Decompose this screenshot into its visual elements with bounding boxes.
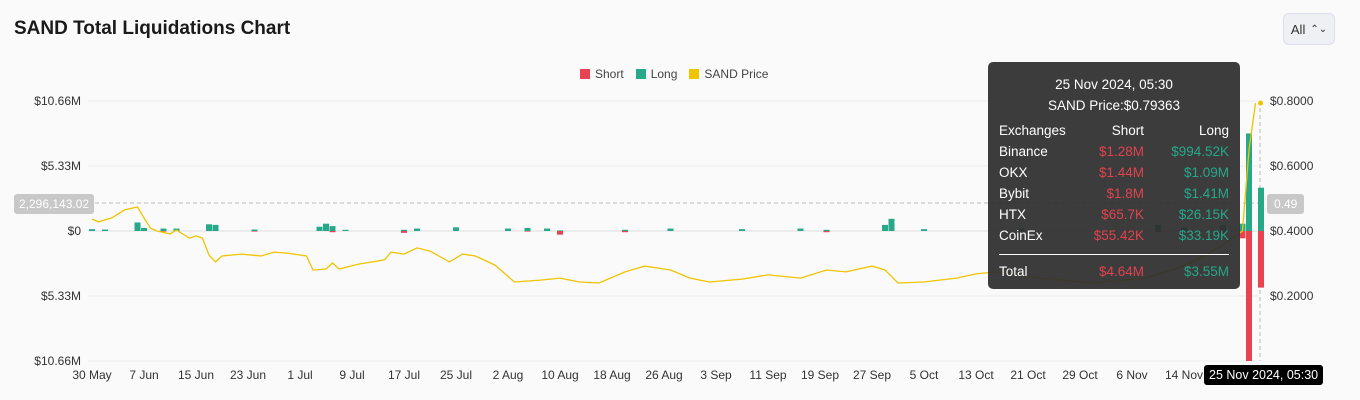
y-left-tick: $10.66M	[34, 94, 81, 108]
y-left-tick: $10.66M	[34, 354, 81, 368]
long-bar	[316, 226, 323, 231]
long-bar	[823, 229, 830, 231]
long-bar	[667, 228, 674, 231]
range-select[interactable]: All ⌃⌄	[1283, 13, 1335, 45]
divider	[999, 254, 1229, 255]
crosshair-date-label: 25 Nov 2024, 05:30	[1204, 365, 1324, 385]
short-bar	[823, 231, 830, 233]
x-tick: 11 Sep	[749, 368, 786, 382]
crosshair-right-label: 0.49	[1267, 194, 1305, 214]
page-title: SAND Total Liquidations Chart	[14, 18, 291, 39]
x-tick: 30 May	[72, 368, 111, 382]
x-tick: 14 Nov	[1165, 368, 1203, 382]
x-tick: 23 Jun	[230, 368, 266, 382]
short-bar	[524, 231, 531, 232]
long-bar	[102, 229, 108, 231]
tooltip-row: CoinEx $55.42K $33.19K	[999, 228, 1229, 243]
x-tick: 10 Aug	[541, 368, 578, 382]
x-tick: 26 Aug	[645, 368, 682, 382]
long-bar	[888, 218, 895, 231]
price-line	[91, 103, 1257, 284]
y-left-tick: $0	[68, 224, 82, 238]
long-bar	[212, 224, 219, 231]
crosshair-left-label: 2,296,143.02	[14, 194, 95, 214]
x-tick: 25 Jul	[440, 368, 472, 382]
short-bar	[160, 231, 167, 232]
legend-price[interactable]: SAND Price	[689, 67, 768, 81]
short-bar	[401, 231, 407, 233]
long-bar	[89, 229, 95, 231]
x-tick: 13 Oct	[958, 368, 994, 382]
x-tick: 19 Sep	[801, 368, 839, 382]
long-bar	[622, 229, 628, 231]
tooltip-date: 25 Nov 2024, 05:30	[1055, 77, 1173, 92]
x-tick: 7 Jun	[129, 368, 158, 382]
x-tick: 21 Oct	[1010, 368, 1046, 382]
x-tick: 9 Jul	[339, 368, 364, 382]
x-tick: 5 Oct	[910, 368, 939, 382]
x-tick: 18 Aug	[593, 368, 630, 382]
short-bar	[1246, 231, 1252, 361]
x-tick: 6 Nov	[1116, 368, 1147, 382]
long-bar	[1258, 187, 1264, 231]
short-bar	[251, 231, 258, 232]
y-right-tick: $0.6000	[1270, 159, 1314, 173]
long-bar	[557, 230, 563, 231]
up-down-chevron-icon: ⌃⌄	[1310, 23, 1328, 35]
long-bar	[1246, 133, 1252, 231]
tooltip-total: Total $4.64M $3.55M	[999, 264, 1229, 279]
long-bar	[134, 222, 141, 231]
tooltip-row: OKX $1.44M $1.09M	[999, 165, 1229, 180]
tooltip-row: Bybit $1.8M $1.41M	[999, 186, 1229, 201]
tooltip-price: SAND Price:$0.79363	[1047, 98, 1181, 113]
long-bar	[206, 224, 212, 231]
legend: Short Long SAND Price	[580, 67, 768, 81]
short-bar	[329, 231, 336, 233]
long-bar	[739, 229, 745, 231]
long-bar	[329, 226, 336, 231]
tooltip-row: Binance $1.28M $994.52K	[999, 144, 1229, 159]
x-tick: 29 Oct	[1062, 368, 1098, 382]
x-tick: 15 Jun	[178, 368, 214, 382]
short-bar	[1258, 231, 1264, 288]
tooltip-header: Exchanges Short Long	[999, 123, 1229, 138]
long-bar	[342, 229, 349, 231]
long-bar	[505, 228, 511, 231]
long-bar	[544, 228, 550, 231]
tooltip-row: HTX $65.7K $26.15K	[999, 207, 1229, 222]
y-right-tick: $0.4000	[1270, 224, 1314, 238]
short-bar	[1239, 231, 1246, 239]
long-bar	[141, 227, 147, 231]
x-tick: 17 Jul	[388, 368, 420, 382]
legend-long[interactable]: Long	[635, 67, 677, 81]
x-tick: 3 Sep	[700, 368, 732, 382]
long-bar	[453, 227, 459, 231]
short-bar	[557, 231, 563, 235]
x-tick: 1 Jul	[287, 368, 312, 382]
long-bar	[401, 229, 407, 231]
y-right-tick: $0.2000	[1270, 289, 1314, 303]
long-bar	[882, 224, 888, 231]
long-bar	[160, 228, 167, 231]
long-bar	[524, 227, 531, 231]
long-bar	[251, 229, 258, 231]
y-left-tick: $5.33M	[41, 289, 81, 303]
y-left-tick: $5.33M	[41, 159, 81, 173]
price-point	[1258, 100, 1263, 106]
short-bar	[622, 231, 628, 233]
range-label: All	[1290, 21, 1306, 37]
tooltip: 25 Nov 2024, 05:30 SAND Price:$0.79363 E…	[988, 62, 1240, 289]
long-bar	[414, 228, 420, 231]
y-right-tick: $0.8000	[1270, 94, 1314, 108]
x-tick: 27 Sep	[853, 368, 891, 382]
long-bar	[323, 223, 329, 231]
long-bar	[797, 228, 804, 231]
long-bar	[921, 229, 927, 231]
legend-short[interactable]: Short	[580, 67, 624, 81]
x-tick: 2 Aug	[493, 368, 524, 382]
